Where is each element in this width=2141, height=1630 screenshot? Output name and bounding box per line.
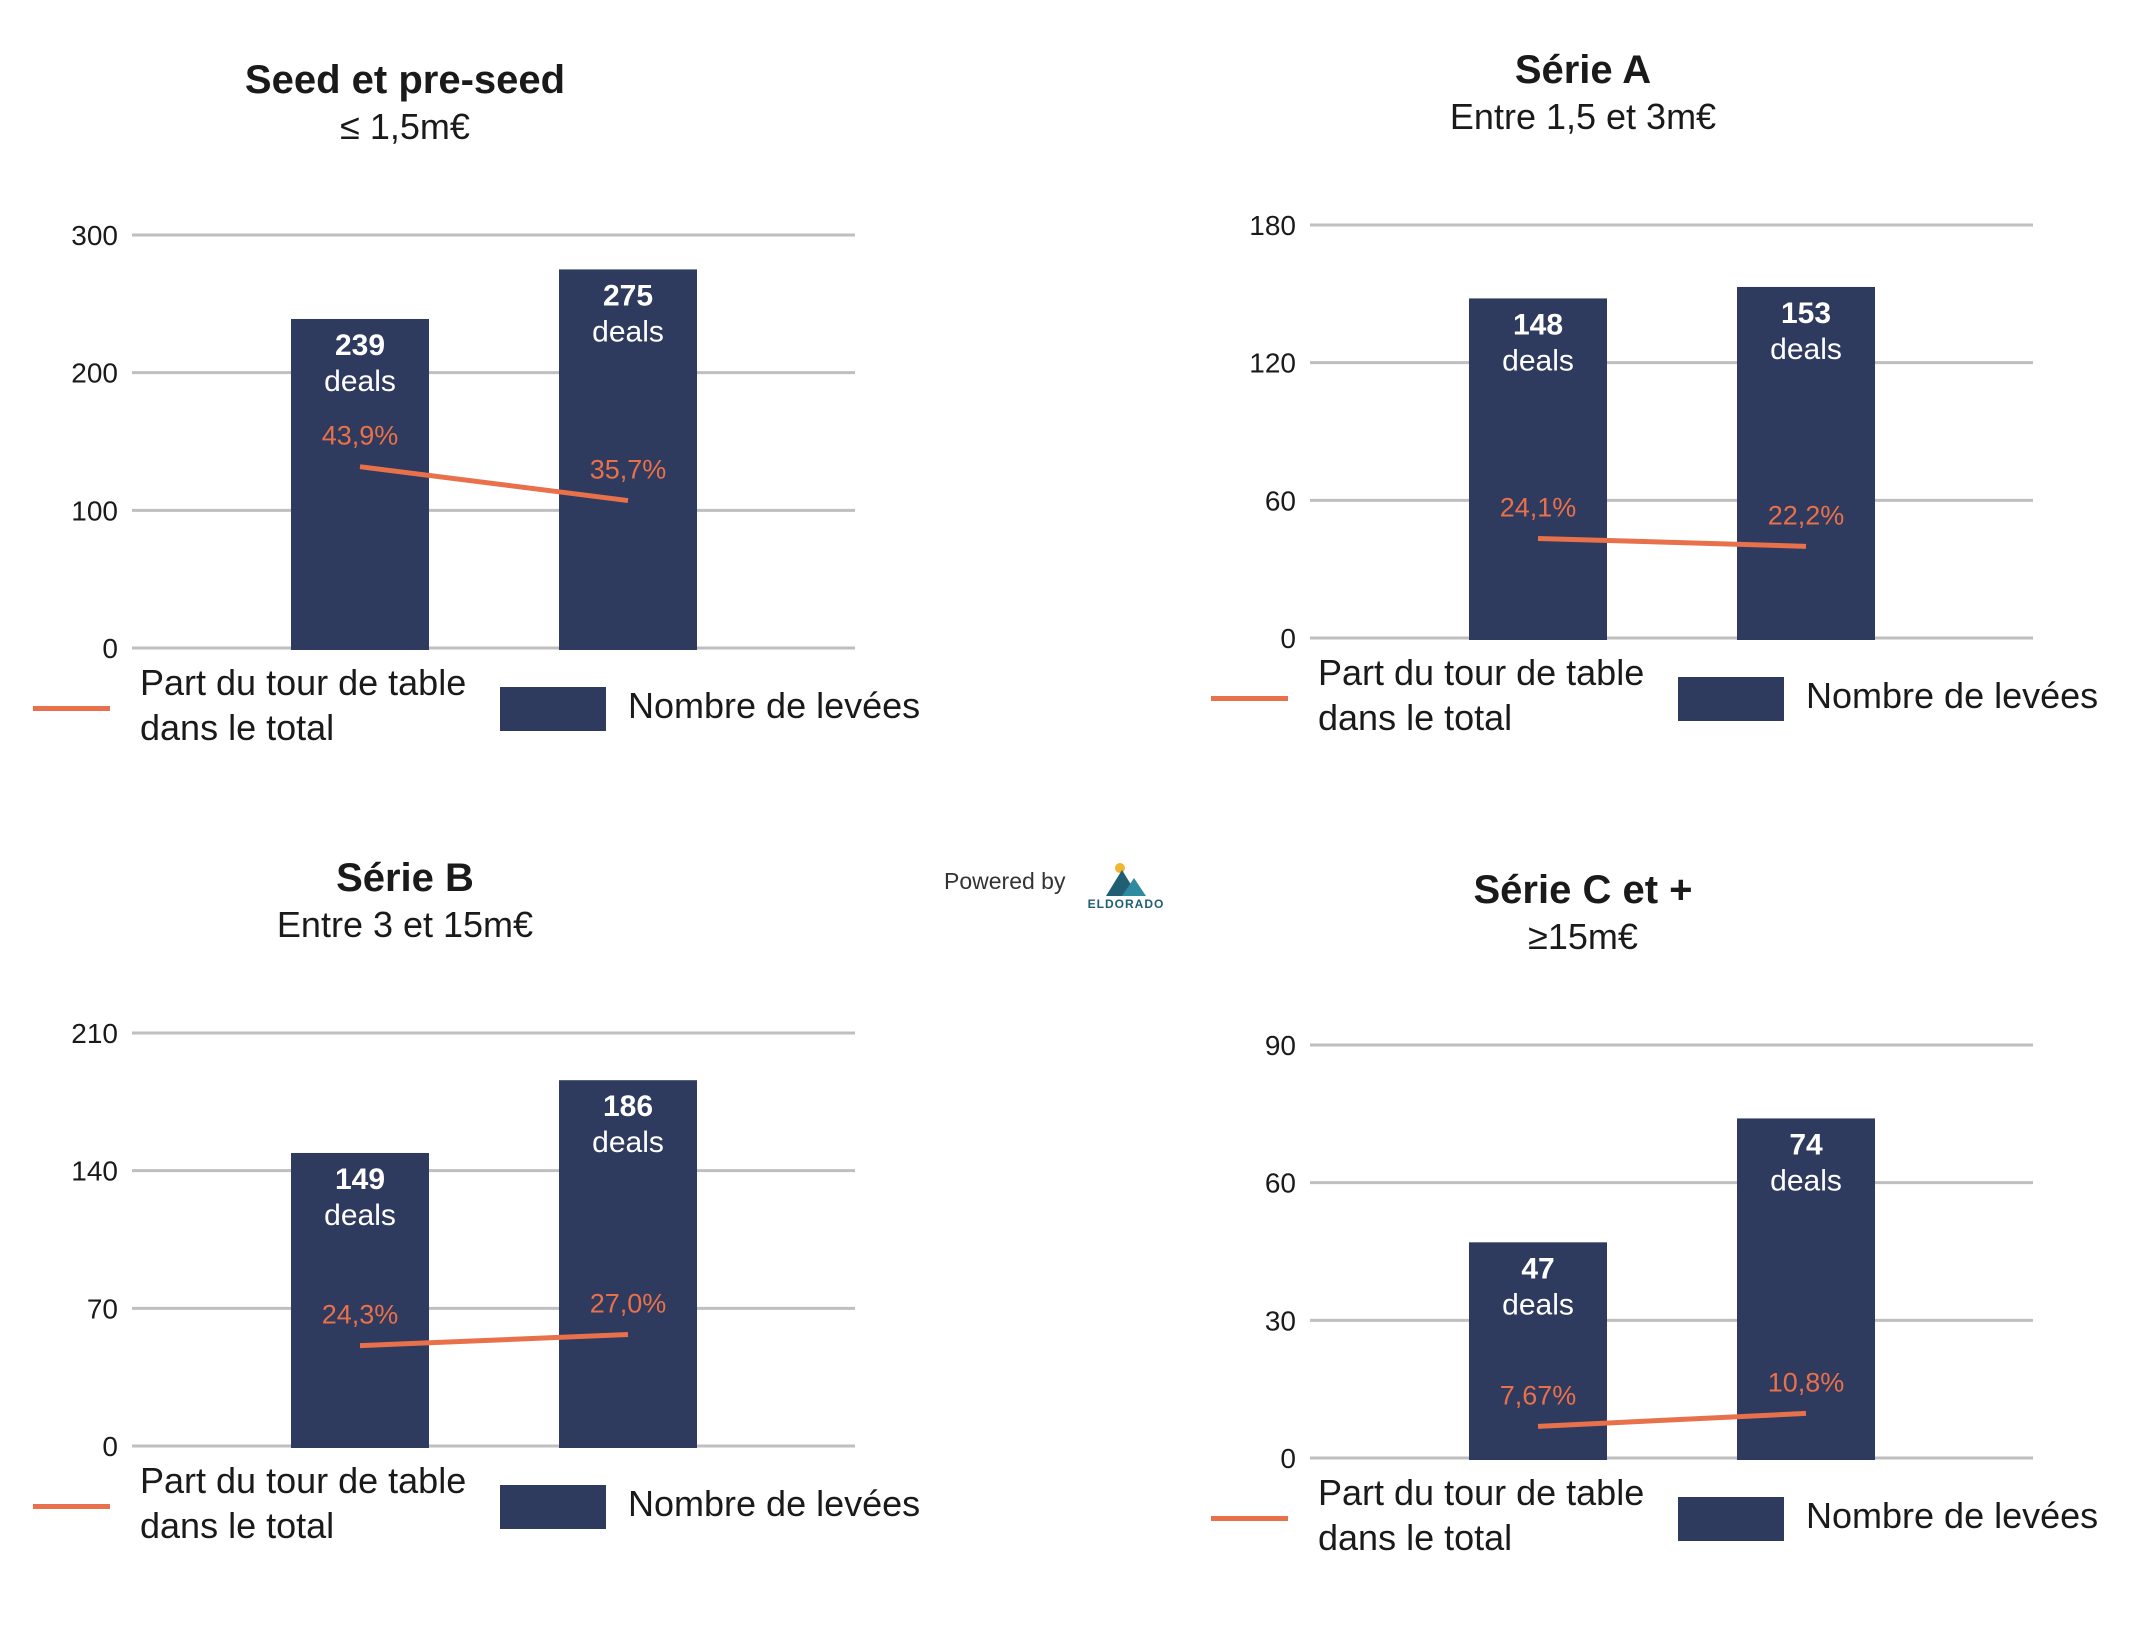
line-series — [1537, 1410, 1807, 1429]
y-tick-label: 0 — [1280, 1443, 1296, 1474]
y-tick-label: 140 — [71, 1156, 118, 1187]
chart-panel-seed: Seed et pre-seed ≤ 1,5m€ 0 100 200 300 239 de… — [0, 40, 1020, 820]
legend-line-swatch — [1211, 1516, 1288, 1521]
legend-line-swatch — [33, 1504, 110, 1509]
legend-bar-swatch — [1678, 1497, 1784, 1541]
chart-subtitle: ≥15m€ — [1528, 916, 1638, 957]
line-series — [1537, 535, 1807, 549]
chart-subtitle: Entre 1,5 et 3m€ — [1449, 96, 1717, 137]
line-point-label: 10,8% — [1768, 1367, 1845, 1397]
chart-title: Série C et + — [1473, 868, 1693, 912]
line-series — [359, 464, 629, 504]
bar — [291, 1152, 429, 1448]
bar — [1737, 1118, 1875, 1460]
chart-panel-serie-c: Série C et + ≥15m€ 0 30 60 90 47 deals 74 deals… — [1178, 850, 2141, 1630]
line-point-label: 24,3% — [322, 1300, 399, 1330]
chart-subtitle: Entre 3 et 15m€ — [276, 904, 534, 945]
bar-unit-label: deals — [324, 365, 396, 398]
chart-title: Série A — [1514, 48, 1652, 92]
y-tick-label: 70 — [87, 1293, 118, 1324]
bar-count-label: 47 — [1521, 1252, 1554, 1285]
legend-bar-label: Nombre de levées — [628, 685, 921, 726]
legend-bar-swatch — [1678, 677, 1784, 721]
y-tick-label: 0 — [102, 1431, 118, 1462]
line-point-label: 24,1% — [1500, 492, 1577, 522]
eldorado-logo-text: ELDORADO — [1087, 897, 1165, 911]
y-tick-label: 200 — [71, 358, 118, 389]
chart-legend: Part du tour de table dans le total Nomb… — [1178, 650, 2141, 770]
eldorado-logo-icon — [1106, 863, 1146, 896]
bar-unit-label: deals — [592, 1126, 664, 1159]
line-point-label: 43,9% — [322, 421, 399, 451]
chart-subtitle: ≤ 1,5m€ — [340, 106, 470, 147]
bar-unit-label: deals — [592, 315, 664, 348]
legend-bar-label: Nombre de levées — [628, 1483, 921, 1524]
bar — [1469, 298, 1607, 640]
legend-bar-swatch — [500, 1485, 606, 1529]
chart-panel-serie-b: Série B Entre 3 et 15m€ 0 70 140 210 149 deal… — [0, 838, 1020, 1618]
bar-unit-label: deals — [1770, 333, 1842, 366]
bar-unit-label: deals — [1502, 1288, 1574, 1321]
chart-legend: Part du tour de table dans le total Nomb… — [0, 1458, 1020, 1578]
legend-line-label: Part du tour de table dans le total — [1318, 1472, 1645, 1558]
bar-count-label: 275 — [603, 279, 653, 312]
bar-count-label: 149 — [335, 1163, 385, 1196]
line-point-label: 7,67% — [1500, 1380, 1577, 1410]
line-point-label: 35,7% — [590, 455, 667, 485]
chart-legend: Part du tour de table dans le total Nomb… — [0, 660, 1020, 780]
line-point-label: 27,0% — [590, 1288, 667, 1318]
legend-bar-swatch — [500, 687, 606, 731]
bar-unit-label: deals — [1770, 1164, 1842, 1197]
y-tick-label: 30 — [1265, 1305, 1296, 1336]
legend-line-label: Part du tour de table dans le total — [1318, 652, 1645, 738]
legend-line-label: Part du tour de table dans le total — [140, 1460, 467, 1546]
y-tick-label: 60 — [1265, 1168, 1296, 1199]
legend-bar-label: Nombre de levées — [1806, 675, 2099, 716]
y-tick-label: 90 — [1265, 1030, 1296, 1061]
chart-legend: Part du tour de table dans le total Nomb… — [1178, 1470, 2141, 1590]
chart-panel-serie-a: Série A Entre 1,5 et 3m€ 0 60 120 180 148 dea… — [1178, 30, 2141, 810]
y-tick-label: 0 — [102, 633, 118, 664]
legend-bar-label: Nombre de levées — [1806, 1495, 2099, 1536]
bar-unit-label: deals — [324, 1199, 396, 1232]
bar-unit-label: deals — [1502, 344, 1574, 377]
y-tick-label: 120 — [1249, 348, 1296, 379]
y-tick-label: 100 — [71, 495, 118, 526]
line-series — [359, 1331, 629, 1349]
bar-count-label: 153 — [1781, 297, 1831, 330]
y-tick-label: 0 — [1280, 623, 1296, 654]
line-point-label: 22,2% — [1768, 500, 1845, 530]
y-tick-label: 210 — [71, 1018, 118, 1049]
chart-title: Série B — [336, 856, 474, 900]
bar-count-label: 74 — [1789, 1128, 1823, 1161]
legend-line-swatch — [33, 706, 110, 711]
y-tick-label: 60 — [1265, 485, 1296, 516]
bar-count-label: 186 — [603, 1090, 653, 1123]
bar — [291, 318, 429, 650]
bar — [1737, 286, 1875, 640]
y-tick-label: 180 — [1249, 210, 1296, 241]
bar — [559, 269, 697, 650]
legend-line-label: Part du tour de table dans le total — [140, 662, 467, 748]
legend-line-swatch — [1211, 696, 1288, 701]
powered-by-text: Powered by — [944, 868, 1066, 894]
bar-count-label: 148 — [1513, 308, 1563, 341]
y-tick-label: 300 — [71, 220, 118, 251]
chart-title: Seed et pre-seed — [244, 58, 566, 102]
bar — [559, 1080, 697, 1448]
bar-count-label: 239 — [335, 329, 385, 362]
